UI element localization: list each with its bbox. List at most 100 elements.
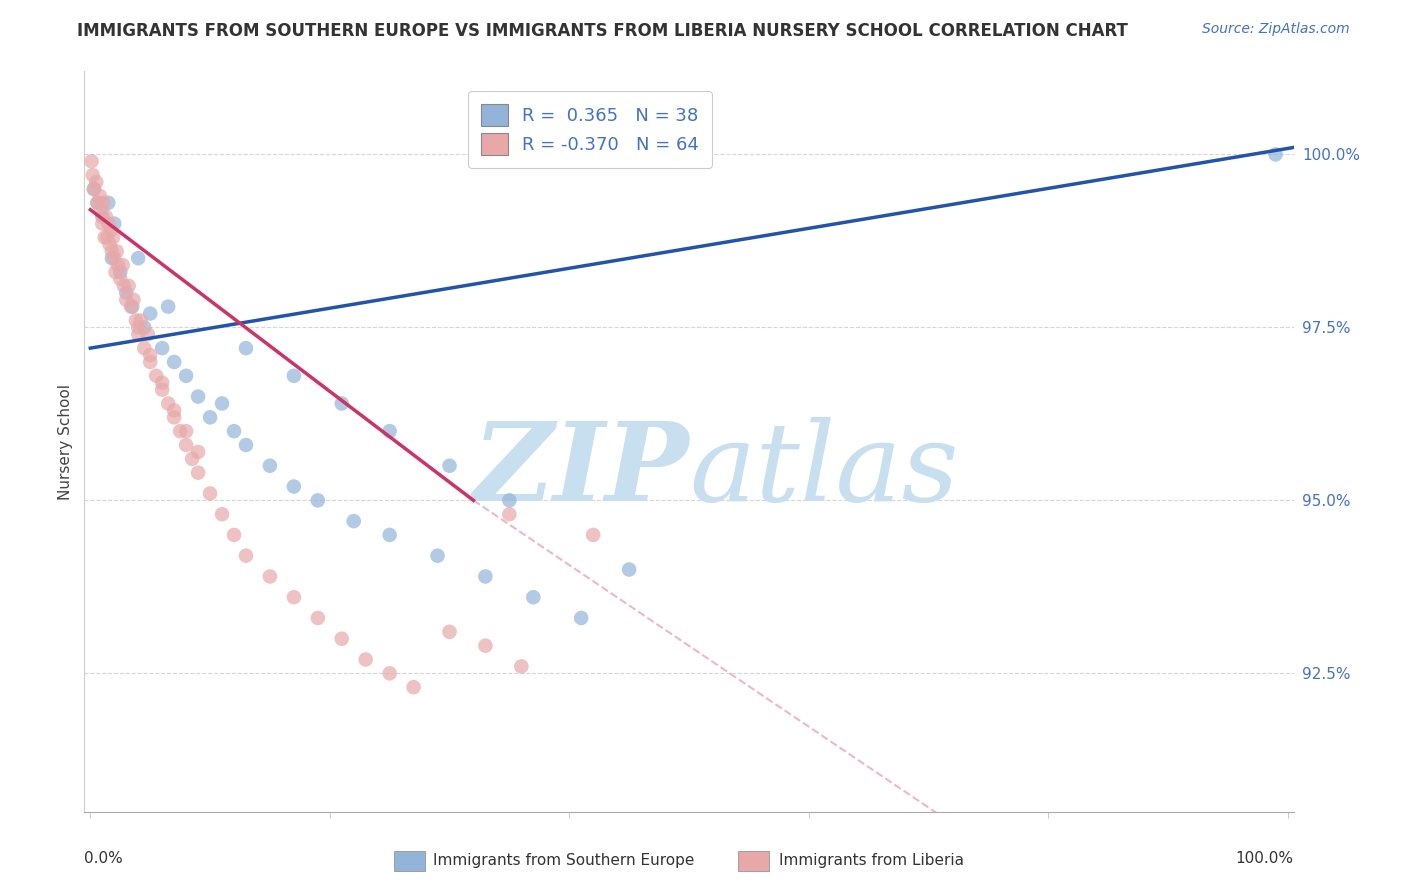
Point: [101, 244, 124, 259]
Text: ZIP: ZIP: [472, 417, 689, 524]
Point: [115, 293, 138, 307]
Point: [378, 528, 401, 542]
Point: [174, 424, 197, 438]
Text: IMMIGRANTS FROM SOUTHERN EUROPE VS IMMIGRANTS FROM LIBERIA NURSERY SCHOOL CORREL: IMMIGRANTS FROM SOUTHERN EUROPE VS IMMIG…: [77, 22, 1128, 40]
Point: [103, 251, 125, 265]
Point: [103, 217, 125, 231]
Point: [307, 493, 329, 508]
Point: [439, 458, 461, 473]
Point: [582, 528, 605, 542]
Point: [115, 285, 138, 300]
Point: [222, 424, 245, 438]
Point: [118, 278, 141, 293]
Text: Immigrants from Liberia: Immigrants from Liberia: [779, 854, 965, 868]
Point: [174, 438, 197, 452]
Point: [222, 528, 245, 542]
Point: [83, 182, 105, 196]
Point: [474, 639, 496, 653]
Point: [127, 320, 149, 334]
Legend: R =  0.365   N = 38, R = -0.370   N = 64: R = 0.365 N = 38, R = -0.370 N = 64: [468, 92, 711, 168]
Point: [97, 217, 120, 231]
Point: [139, 306, 162, 320]
Point: [101, 251, 124, 265]
Point: [139, 355, 162, 369]
Point: [235, 438, 257, 452]
Point: [104, 265, 127, 279]
Point: [187, 445, 209, 459]
Point: [163, 355, 186, 369]
Point: [498, 507, 520, 521]
Point: [330, 396, 353, 410]
Point: [80, 154, 103, 169]
Point: [235, 549, 257, 563]
Point: [112, 278, 135, 293]
Point: [120, 300, 142, 314]
Point: [86, 195, 108, 210]
Point: [96, 230, 118, 244]
Point: [91, 210, 114, 224]
Point: [474, 569, 496, 583]
Point: [100, 223, 122, 237]
Point: [235, 341, 257, 355]
Point: [98, 237, 121, 252]
Point: [157, 300, 180, 314]
Point: [259, 458, 281, 473]
Point: [125, 313, 148, 327]
Point: [522, 591, 544, 605]
Point: [307, 611, 329, 625]
Point: [283, 368, 305, 383]
Point: [127, 251, 149, 265]
Point: [174, 368, 197, 383]
Point: [134, 320, 156, 334]
Point: [121, 300, 143, 314]
Point: [498, 493, 520, 508]
Text: Source: ZipAtlas.com: Source: ZipAtlas.com: [1202, 22, 1350, 37]
Point: [426, 549, 449, 563]
Point: [136, 327, 159, 342]
Point: [139, 348, 162, 362]
Point: [402, 680, 425, 694]
Point: [378, 666, 401, 681]
Point: [439, 624, 461, 639]
Point: [510, 659, 533, 673]
Point: [378, 424, 401, 438]
Point: [90, 202, 112, 217]
Y-axis label: Nursery School: Nursery School: [58, 384, 73, 500]
Point: [569, 611, 592, 625]
Point: [110, 272, 132, 286]
Point: [163, 403, 186, 417]
Point: [283, 591, 305, 605]
Point: [107, 258, 129, 272]
Point: [330, 632, 353, 646]
Text: Immigrants from Southern Europe: Immigrants from Southern Europe: [433, 854, 695, 868]
Point: [617, 563, 640, 577]
Point: [129, 313, 152, 327]
Point: [187, 390, 209, 404]
Point: [111, 258, 134, 272]
Point: [93, 195, 115, 210]
Point: [150, 383, 173, 397]
Point: [163, 410, 186, 425]
Point: [150, 341, 173, 355]
Point: [86, 175, 108, 189]
Point: [94, 210, 117, 224]
Point: [122, 293, 145, 307]
Point: [127, 327, 149, 342]
Text: 0.0%: 0.0%: [84, 851, 124, 865]
Point: [211, 507, 233, 521]
Point: [93, 230, 115, 244]
Point: [150, 376, 173, 390]
Point: [91, 217, 114, 231]
Point: [181, 451, 204, 466]
Point: [86, 195, 108, 210]
Text: atlas: atlas: [689, 417, 959, 524]
Point: [82, 168, 104, 182]
Point: [187, 466, 209, 480]
Point: [169, 424, 191, 438]
Point: [283, 479, 305, 493]
Point: [134, 341, 156, 355]
Text: 100.0%: 100.0%: [1236, 851, 1294, 865]
Point: [211, 396, 233, 410]
Point: [157, 396, 180, 410]
Point: [83, 182, 105, 196]
